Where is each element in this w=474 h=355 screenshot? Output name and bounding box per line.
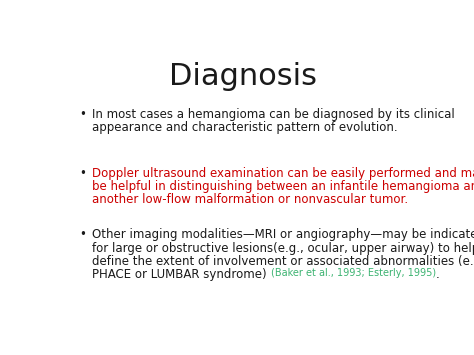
Text: (Baker et al., 1993; Esterly, 1995): (Baker et al., 1993; Esterly, 1995) — [271, 268, 436, 278]
Text: be helpful in distinguishing between an infantile hemangioma and: be helpful in distinguishing between an … — [92, 180, 474, 193]
Text: In most cases a hemangioma can be diagnosed by its clinical: In most cases a hemangioma can be diagno… — [92, 108, 455, 121]
Text: appearance and characteristic pattern of evolution.: appearance and characteristic pattern of… — [92, 121, 398, 134]
Text: •: • — [80, 229, 86, 241]
Text: •: • — [80, 108, 86, 121]
Text: for large or obstructive lesions(e.g., ocular, upper airway) to help: for large or obstructive lesions(e.g., o… — [92, 242, 474, 255]
Text: define the extent of involvement or associated abnormalities (e.g.,: define the extent of involvement or asso… — [92, 255, 474, 268]
Text: PHACE or LUMBAR syndrome): PHACE or LUMBAR syndrome) — [92, 268, 267, 281]
Text: another low-flow malformation or nonvascular tumor.: another low-flow malformation or nonvasc… — [92, 193, 409, 206]
Text: •: • — [80, 167, 86, 180]
Text: Other imaging modalities—MRI or angiography—may be indicated: Other imaging modalities—MRI or angiogra… — [92, 229, 474, 241]
Text: Diagnosis: Diagnosis — [169, 62, 317, 91]
Text: .: . — [436, 268, 439, 281]
Text: Doppler ultrasound examination can be easily performed and may: Doppler ultrasound examination can be ea… — [92, 167, 474, 180]
